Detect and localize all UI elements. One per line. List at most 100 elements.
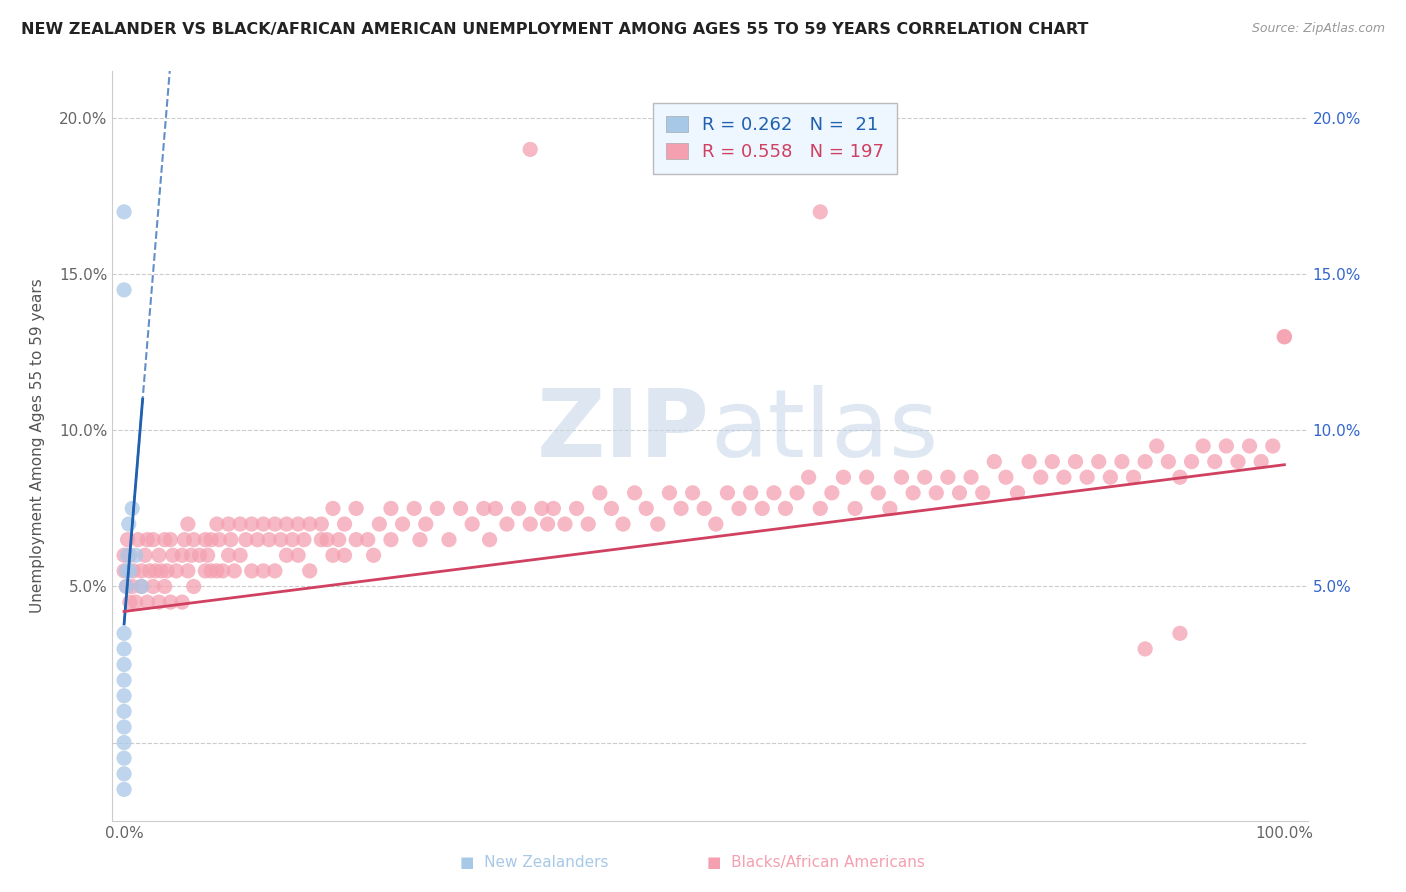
- Text: atlas: atlas: [710, 385, 938, 477]
- Point: [112, 720, 135, 734]
- Point: [636, 501, 658, 516]
- Text: ZIP: ZIP: [537, 385, 710, 477]
- Point: [461, 517, 484, 532]
- Point: [948, 485, 970, 500]
- Point: [762, 485, 785, 500]
- Point: [142, 580, 165, 594]
- Point: [252, 517, 274, 532]
- Point: [112, 205, 135, 219]
- Point: [519, 517, 541, 532]
- Point: [994, 470, 1017, 484]
- Point: [117, 548, 139, 563]
- Point: [1239, 439, 1261, 453]
- Point: [508, 501, 530, 516]
- Point: [1053, 470, 1076, 484]
- Point: [172, 595, 194, 609]
- Point: [240, 564, 263, 578]
- Point: [153, 533, 176, 547]
- Point: [1146, 439, 1168, 453]
- Point: [252, 564, 274, 578]
- Point: [127, 533, 149, 547]
- Point: [554, 517, 576, 532]
- Point: [197, 548, 219, 563]
- Point: [112, 782, 135, 797]
- Point: [868, 485, 890, 500]
- Point: [136, 533, 159, 547]
- Point: [298, 564, 321, 578]
- Point: [208, 533, 231, 547]
- Point: [1192, 439, 1215, 453]
- Point: [775, 501, 797, 516]
- Point: [391, 517, 413, 532]
- Point: [333, 548, 356, 563]
- Point: [1261, 439, 1284, 453]
- Point: [118, 548, 141, 563]
- Point: [115, 580, 138, 594]
- Point: [536, 517, 558, 532]
- Point: [1111, 455, 1133, 469]
- Point: [159, 595, 181, 609]
- Point: [855, 470, 877, 484]
- Point: [148, 548, 170, 563]
- Point: [901, 485, 924, 500]
- Point: [328, 533, 350, 547]
- Point: [125, 595, 148, 609]
- Point: [363, 548, 385, 563]
- Point: [121, 580, 143, 594]
- Point: [112, 564, 135, 578]
- Point: [1040, 455, 1063, 469]
- Point: [728, 501, 751, 516]
- Point: [450, 501, 472, 516]
- Text: ■  New Zealanders: ■ New Zealanders: [460, 855, 609, 870]
- Point: [276, 548, 298, 563]
- Point: [112, 705, 135, 719]
- Point: [180, 548, 202, 563]
- Point: [287, 548, 309, 563]
- Point: [112, 642, 135, 657]
- Point: [786, 485, 808, 500]
- Point: [118, 517, 141, 532]
- Point: [112, 767, 135, 781]
- Point: [693, 501, 716, 516]
- Point: [832, 470, 855, 484]
- Point: [890, 470, 912, 484]
- Point: [333, 517, 356, 532]
- Point: [229, 517, 252, 532]
- Point: [177, 517, 200, 532]
- Point: [311, 533, 333, 547]
- Point: [380, 501, 402, 516]
- Point: [118, 564, 141, 578]
- Point: [183, 533, 205, 547]
- Point: [287, 517, 309, 532]
- Point: [530, 501, 553, 516]
- Point: [600, 501, 623, 516]
- Point: [264, 517, 287, 532]
- Point: [808, 205, 831, 219]
- Point: [1122, 470, 1144, 484]
- Point: [142, 533, 165, 547]
- Point: [194, 564, 217, 578]
- Point: [183, 580, 205, 594]
- Point: [682, 485, 704, 500]
- Point: [322, 548, 344, 563]
- Point: [1272, 330, 1295, 344]
- Point: [112, 283, 135, 297]
- Point: [983, 455, 1005, 469]
- Point: [344, 533, 367, 547]
- Point: [751, 501, 773, 516]
- Point: [316, 533, 339, 547]
- Point: [879, 501, 901, 516]
- Point: [162, 548, 184, 563]
- Point: [565, 501, 588, 516]
- Point: [1087, 455, 1109, 469]
- Legend: R = 0.262   N =  21, R = 0.558   N = 197: R = 0.262 N = 21, R = 0.558 N = 197: [654, 103, 897, 174]
- Point: [426, 501, 449, 516]
- Point: [118, 595, 141, 609]
- Point: [658, 485, 681, 500]
- Point: [112, 689, 135, 703]
- Point: [704, 517, 727, 532]
- Point: [844, 501, 866, 516]
- Point: [136, 595, 159, 609]
- Point: [1215, 439, 1237, 453]
- Point: [134, 548, 156, 563]
